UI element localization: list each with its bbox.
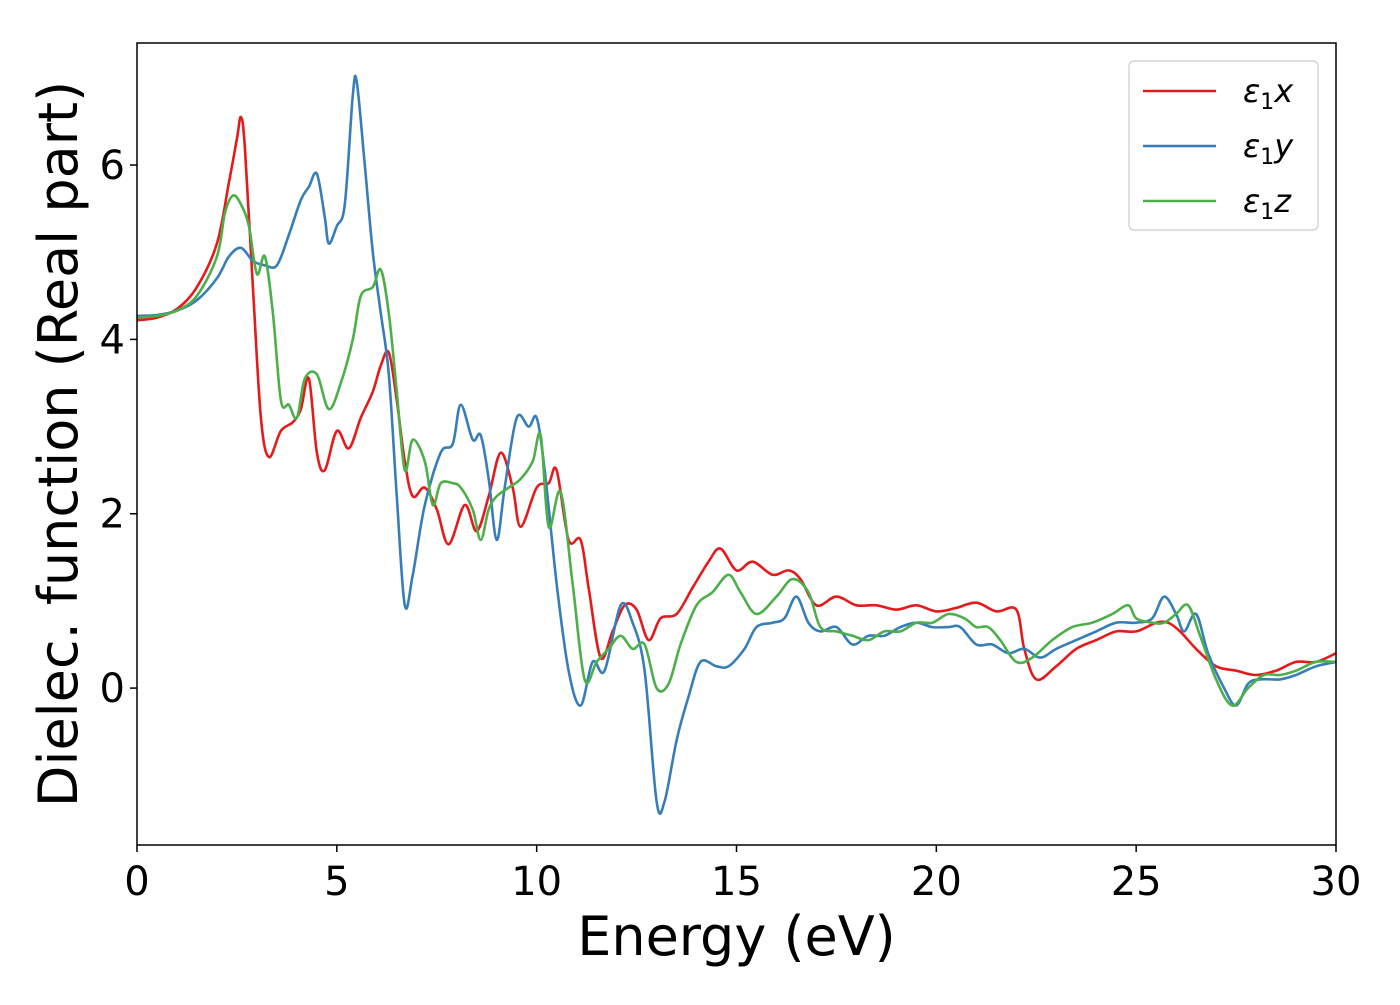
y-tick-label: 4 <box>100 317 125 363</box>
y-axis: 0 2 4 6 <box>100 143 137 712</box>
x-axis-title: Energy (eV) <box>577 905 896 968</box>
y-tick-label: 0 <box>100 666 125 712</box>
x-tick-label: 10 <box>511 859 562 905</box>
legend-box <box>1128 60 1319 231</box>
x-tick-label: 15 <box>711 859 762 905</box>
legend: ε1x ε1y ε1z <box>1128 60 1319 231</box>
x-tick-label: 30 <box>1311 859 1362 905</box>
x-tick-label: 25 <box>1111 859 1162 905</box>
series-line-3 <box>137 194 1336 707</box>
legend-item: ε1z <box>1143 182 1292 225</box>
y-tick-label: 6 <box>100 143 125 189</box>
x-tick-label: 0 <box>124 859 149 905</box>
x-tick-label: 20 <box>911 859 962 905</box>
plot-series <box>137 74 1336 815</box>
legend-item: ε1x <box>1143 72 1294 115</box>
y-tick-label: 2 <box>100 492 125 538</box>
x-axis: 0 5 10 15 20 25 30 <box>124 845 1361 905</box>
y-axis-title: Dielec. function (Real part) <box>27 81 90 807</box>
legend-item: ε1y <box>1143 127 1294 170</box>
legend-label: ε1z <box>1243 182 1292 225</box>
x-tick-label: 5 <box>324 859 349 905</box>
legend-label: ε1y <box>1243 127 1294 170</box>
series-line-2 <box>137 74 1336 815</box>
legend-label: ε1x <box>1243 72 1294 115</box>
